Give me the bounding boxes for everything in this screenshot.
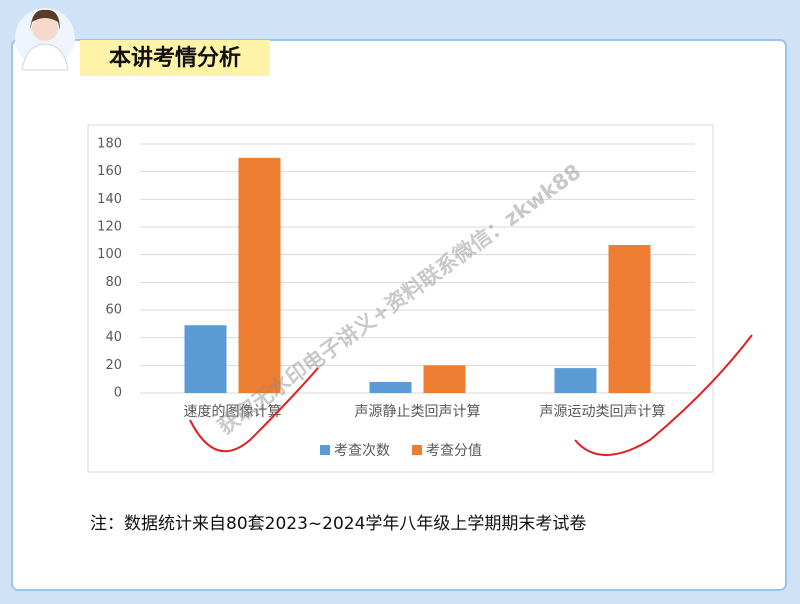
avatar-hair <box>30 9 60 30</box>
legend-swatch <box>320 445 330 455</box>
header-title: 本讲考情分析 <box>109 45 241 71</box>
y-tick-label: 160 <box>97 164 122 179</box>
bar <box>554 368 597 393</box>
avatar-body <box>21 43 69 71</box>
legend-swatch <box>412 445 422 455</box>
legend-label: 考查分值 <box>426 443 482 459</box>
y-tick-label: 180 <box>97 137 122 152</box>
chart: 0 20 40 60 80 100 120 140 160 180 速度的图像计算 声源静止类回声计算… <box>97 137 695 459</box>
annotation-stroke <box>189 367 319 453</box>
x-tick-label: 速度的图像计算 <box>184 404 282 420</box>
bar <box>238 157 281 393</box>
annotation-stroke <box>574 334 753 456</box>
y-tick-label: 0 <box>114 386 122 401</box>
y-tick-label: 100 <box>97 247 122 262</box>
x-tick-label: 声源运动类回声计算 <box>540 404 666 420</box>
avatar <box>15 8 75 71</box>
header-bg <box>80 40 270 76</box>
y-tick-label: 60 <box>105 303 122 318</box>
y-tick-label: 40 <box>105 330 122 345</box>
bar <box>184 325 227 393</box>
y-tick-label: 80 <box>105 275 122 290</box>
x-tick-label: 声源静止类回声计算 <box>355 404 481 420</box>
bar <box>369 381 412 393</box>
avatar-face <box>32 15 58 41</box>
y-tick-label: 20 <box>105 358 122 373</box>
legend-label: 考查次数 <box>334 443 390 459</box>
y-tick-label: 140 <box>97 192 122 207</box>
bar <box>608 244 651 393</box>
y-tick-label: 120 <box>97 220 122 235</box>
bar <box>423 365 466 393</box>
note: 注：数据统计来自80套2023~2024学年八年级上学期期末考试卷 <box>90 514 586 534</box>
